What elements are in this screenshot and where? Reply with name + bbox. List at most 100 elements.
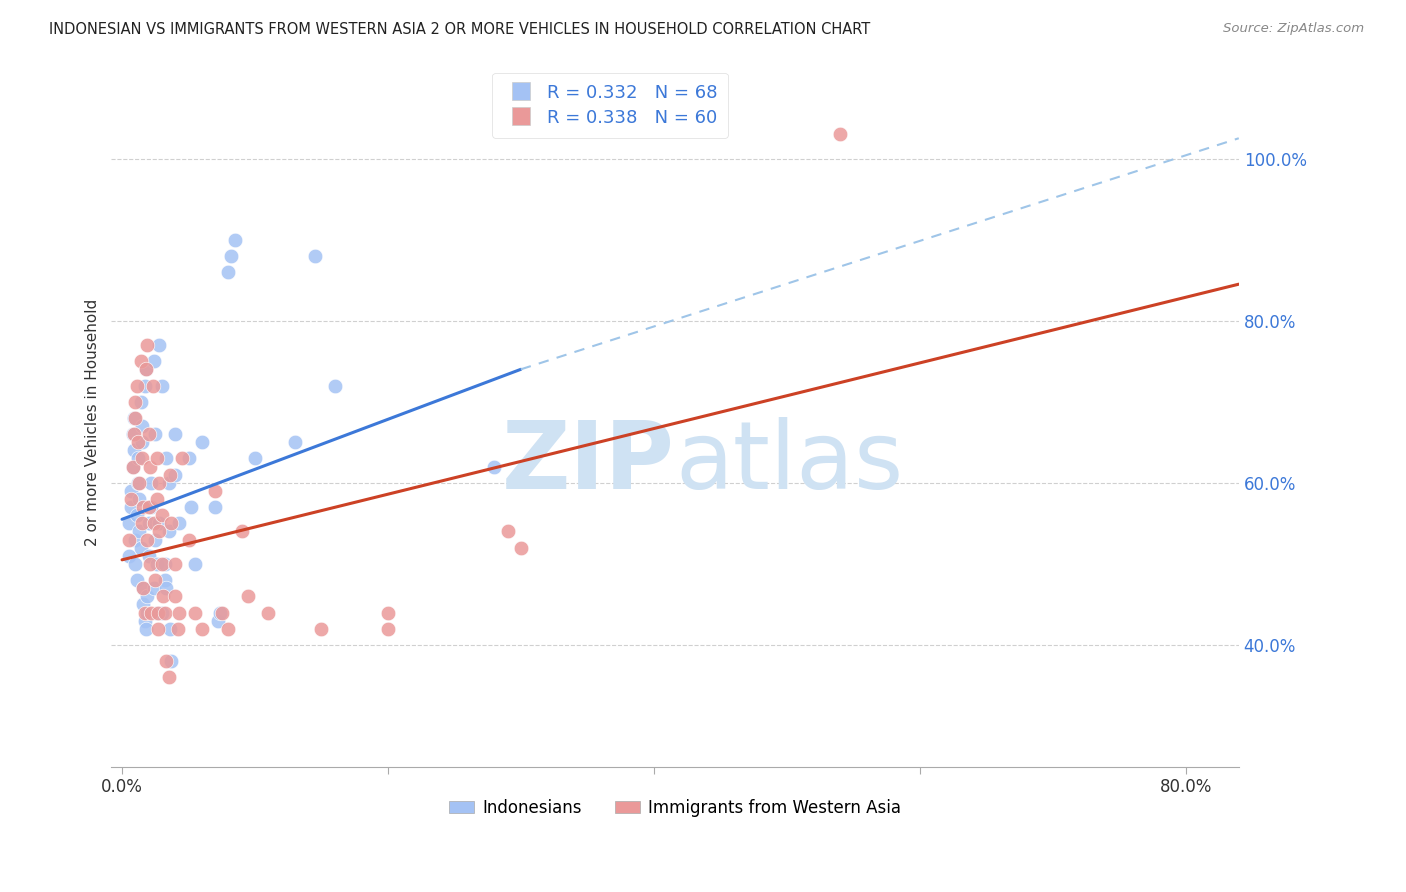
Point xyxy=(184,606,207,620)
Point xyxy=(142,354,165,368)
Point xyxy=(145,451,167,466)
Point xyxy=(150,557,173,571)
Point xyxy=(125,378,148,392)
Point xyxy=(138,549,160,563)
Point xyxy=(142,378,165,392)
Point xyxy=(243,451,266,466)
Point xyxy=(209,606,232,620)
Point xyxy=(217,265,239,279)
Point xyxy=(177,451,200,466)
Point xyxy=(131,435,153,450)
Point xyxy=(484,459,506,474)
Point xyxy=(121,459,143,474)
Point xyxy=(139,557,162,571)
Point xyxy=(204,500,226,515)
Point xyxy=(132,500,155,515)
Point xyxy=(120,483,142,498)
Point xyxy=(160,654,183,668)
Point xyxy=(132,581,155,595)
Point xyxy=(207,614,229,628)
Point xyxy=(141,475,163,490)
Point xyxy=(191,435,214,450)
Point xyxy=(129,354,152,368)
Point xyxy=(131,451,153,466)
Point xyxy=(134,378,156,392)
Legend: Indonesians, Immigrants from Western Asia: Indonesians, Immigrants from Western Asi… xyxy=(441,792,908,823)
Point xyxy=(165,427,187,442)
Point xyxy=(148,475,170,490)
Point xyxy=(211,606,233,620)
Point xyxy=(136,338,159,352)
Point xyxy=(124,394,146,409)
Point xyxy=(155,581,177,595)
Point xyxy=(157,524,180,539)
Point xyxy=(159,467,181,482)
Point xyxy=(323,378,346,392)
Point xyxy=(150,378,173,392)
Point xyxy=(180,500,202,515)
Point xyxy=(148,338,170,352)
Point xyxy=(122,427,145,442)
Point xyxy=(238,590,260,604)
Point xyxy=(118,533,141,547)
Point xyxy=(150,606,173,620)
Point xyxy=(125,508,148,523)
Point xyxy=(177,533,200,547)
Point xyxy=(118,549,141,563)
Point xyxy=(124,411,146,425)
Point xyxy=(155,451,177,466)
Point xyxy=(136,606,159,620)
Point xyxy=(148,524,170,539)
Point xyxy=(170,451,193,466)
Point xyxy=(128,524,150,539)
Point xyxy=(155,654,177,668)
Point xyxy=(124,533,146,547)
Point xyxy=(145,606,167,620)
Point xyxy=(217,622,239,636)
Point xyxy=(167,516,190,531)
Point xyxy=(304,249,326,263)
Point xyxy=(150,508,173,523)
Point xyxy=(135,622,157,636)
Point xyxy=(143,533,166,547)
Point xyxy=(153,557,176,571)
Point xyxy=(132,581,155,595)
Point xyxy=(146,622,169,636)
Point xyxy=(311,622,333,636)
Point xyxy=(131,516,153,531)
Point xyxy=(134,614,156,628)
Point xyxy=(143,427,166,442)
Point xyxy=(143,573,166,587)
Point xyxy=(257,606,280,620)
Point xyxy=(377,606,399,620)
Point xyxy=(184,557,207,571)
Point xyxy=(136,533,159,547)
Point xyxy=(138,427,160,442)
Text: atlas: atlas xyxy=(675,417,903,509)
Point xyxy=(145,557,167,571)
Point xyxy=(153,573,176,587)
Point xyxy=(136,590,159,604)
Point xyxy=(124,557,146,571)
Point xyxy=(165,467,187,482)
Point xyxy=(129,541,152,555)
Point xyxy=(142,581,165,595)
Point xyxy=(120,491,142,506)
Point xyxy=(167,606,190,620)
Point xyxy=(127,435,149,450)
Point xyxy=(219,249,242,263)
Point xyxy=(148,516,170,531)
Point xyxy=(120,500,142,515)
Point xyxy=(138,516,160,531)
Point xyxy=(157,670,180,684)
Point xyxy=(141,606,163,620)
Point xyxy=(128,475,150,490)
Point xyxy=(135,362,157,376)
Text: ZIP: ZIP xyxy=(502,417,675,509)
Point xyxy=(146,606,169,620)
Point xyxy=(167,622,190,636)
Point xyxy=(496,524,519,539)
Point xyxy=(828,127,851,141)
Point xyxy=(122,411,145,425)
Text: INDONESIAN VS IMMIGRANTS FROM WESTERN ASIA 2 OR MORE VEHICLES IN HOUSEHOLD CORRE: INDONESIAN VS IMMIGRANTS FROM WESTERN AS… xyxy=(49,22,870,37)
